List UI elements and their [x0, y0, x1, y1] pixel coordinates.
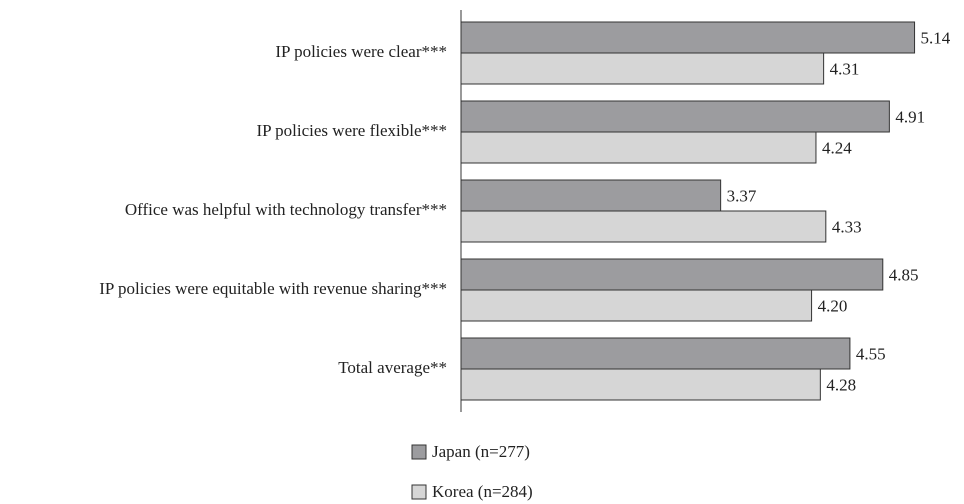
- value-label: 4.28: [826, 375, 856, 394]
- bar: [460, 21, 916, 54]
- legend-swatch: [411, 444, 427, 460]
- category-label: IP policies were equitable with revenue …: [99, 279, 447, 298]
- bar: [460, 131, 817, 164]
- value-label: 4.33: [832, 217, 862, 236]
- category-label: IP policies were clear***: [275, 42, 447, 61]
- bar: [460, 100, 890, 133]
- legend-label: Korea (n=284): [432, 482, 533, 501]
- bar: [460, 289, 813, 322]
- value-label: 3.37: [727, 186, 757, 205]
- value-label: 5.14: [921, 28, 951, 47]
- value-label: 4.85: [889, 265, 919, 284]
- bar: [460, 210, 827, 243]
- category-label: Office was helpful with technology trans…: [125, 200, 447, 219]
- legend-swatch: [411, 484, 427, 500]
- bar: [460, 337, 851, 370]
- bar: [460, 258, 884, 291]
- value-label: 4.31: [830, 59, 860, 78]
- legend-label: Japan (n=277): [432, 442, 530, 461]
- category-label: Total average**: [338, 358, 447, 377]
- bar: [460, 179, 722, 212]
- bar: [460, 52, 825, 85]
- bar: [460, 368, 821, 401]
- value-label: 4.24: [822, 138, 852, 157]
- category-label: IP policies were flexible***: [256, 121, 447, 140]
- value-label: 4.91: [895, 107, 925, 126]
- value-label: 4.55: [856, 344, 886, 363]
- value-label: 4.20: [818, 296, 848, 315]
